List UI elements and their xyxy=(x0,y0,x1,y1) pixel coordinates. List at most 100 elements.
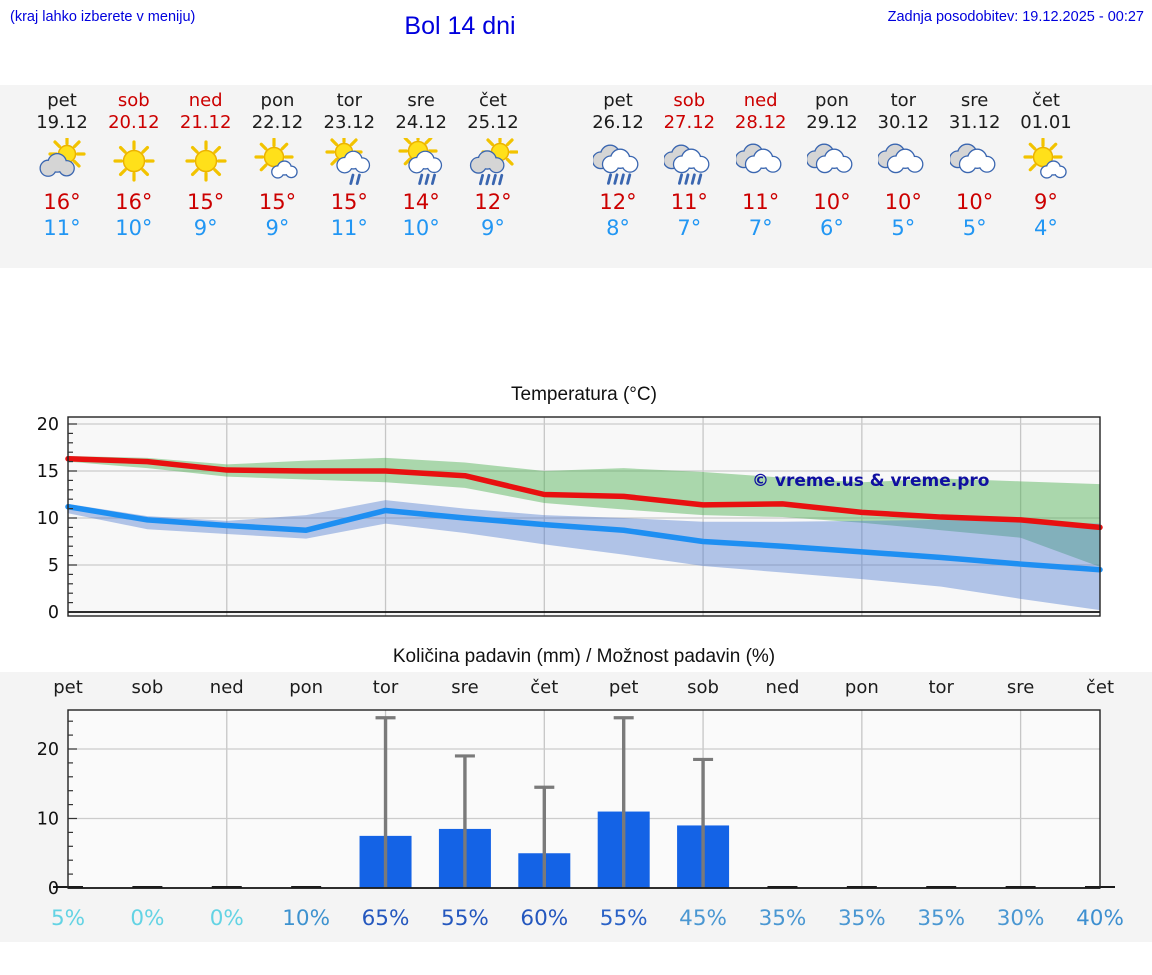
precip-percent-label: 35% xyxy=(838,906,886,931)
day-name: čet xyxy=(478,90,507,111)
precip-percent-label: 55% xyxy=(441,906,489,931)
sun-ray xyxy=(403,157,412,166)
precip-day-label: pet xyxy=(53,677,83,698)
precip-percent-label: 0% xyxy=(210,906,244,931)
precip-trace-bar xyxy=(291,886,322,888)
watermark-text: © vreme.us & vreme.pro xyxy=(752,471,989,491)
min-temp: 4° xyxy=(1034,216,1058,240)
y-axis-label: 0 xyxy=(48,603,59,623)
day-date: 30.12 xyxy=(877,112,930,133)
max-temp: 10° xyxy=(884,190,922,214)
cloudy-icon xyxy=(949,143,996,174)
y-axis-label: 10 xyxy=(37,509,59,529)
max-temp: 11° xyxy=(670,190,708,214)
cloudy-icon xyxy=(735,143,782,174)
day-column: čet 01.01 9° 4° xyxy=(1007,85,1085,241)
sun-ray xyxy=(190,145,199,154)
precip-percent-label: 35% xyxy=(759,906,807,931)
sun-ray xyxy=(403,138,412,145)
precip-percent-label: 30% xyxy=(997,906,1045,931)
temp-line-Tmax xyxy=(65,456,1103,531)
cloud-shape xyxy=(908,157,923,172)
min-temp: 6° xyxy=(820,216,844,240)
sun-ray xyxy=(505,138,514,147)
day-date: 27.12 xyxy=(663,112,716,133)
day-date: 01.01 xyxy=(1020,112,1072,133)
sun-light-rain-icon xyxy=(325,138,371,185)
cloud-shape xyxy=(427,158,441,172)
min-temp: 9° xyxy=(481,216,505,240)
temperature-chart: 0 5 10 15 20 © vreme.us & vreme.pro xyxy=(37,415,1103,623)
sun-ray xyxy=(505,157,514,166)
day-column: pon 29.12 10° 6° xyxy=(793,85,871,241)
min-temp: 9° xyxy=(193,216,218,240)
day-date: 26.12 xyxy=(592,112,644,133)
temperature-chart-title: Temperatura (°C) xyxy=(511,384,657,405)
precip-plot-area xyxy=(68,710,1100,888)
day-column: ned 28.12 11° 7° xyxy=(722,85,800,241)
cloud-shape xyxy=(489,158,504,172)
max-temp: 16° xyxy=(43,190,81,214)
precip-trace-bar xyxy=(1005,886,1036,888)
rain-icon xyxy=(664,144,710,185)
rain-drop xyxy=(697,173,703,185)
max-temp: 9° xyxy=(1034,190,1058,214)
sun-ray xyxy=(72,159,81,168)
precip-percent-label: 40% xyxy=(1076,906,1124,931)
precip-percent-label: 5% xyxy=(51,906,85,931)
y-axis-label: 20 xyxy=(37,740,59,760)
precip-day-label: ned xyxy=(766,677,800,698)
day-date: 31.12 xyxy=(948,112,1001,133)
sun-disc xyxy=(194,149,217,173)
sun-ray xyxy=(330,138,339,147)
min-temp: 5° xyxy=(962,216,987,240)
precip-day-label: čet xyxy=(530,677,558,698)
rain-drop xyxy=(619,173,625,185)
min-temp: 11° xyxy=(43,216,81,240)
y-axis-label: 10 xyxy=(37,810,59,830)
rain-drop xyxy=(684,173,690,185)
max-temp: 14° xyxy=(402,190,440,214)
sun-ray xyxy=(281,142,289,151)
day-name: pon xyxy=(260,90,295,111)
precip-trace-bar xyxy=(846,886,877,888)
sun-disc xyxy=(122,149,146,173)
day-date: 25.12 xyxy=(467,112,519,133)
day-name: pet xyxy=(47,90,77,111)
precip-trace-bar xyxy=(926,886,957,888)
max-temp: 10° xyxy=(956,190,994,214)
day-date: 29.12 xyxy=(806,112,858,133)
forecast-strip: pet 19.12 16° 11° sob 20.12 16° 10° ned 21.12 15° 9… xyxy=(0,85,1152,268)
day-date: 19.12 xyxy=(36,112,88,133)
last-update-label: Zadnja posodobitev: 19.12.2025 - 00:27 xyxy=(887,9,1144,25)
sun-ray xyxy=(260,163,268,172)
precip-day-label: ned xyxy=(210,677,244,698)
mostly-sunny-icon xyxy=(254,138,299,179)
sun-heavy-rain-icon xyxy=(469,138,518,186)
cloud-shape xyxy=(622,157,638,172)
rain-drop xyxy=(498,173,504,186)
y-axis-label: 15 xyxy=(37,462,59,482)
max-temp: 15° xyxy=(258,190,297,214)
precip-percent-label: 10% xyxy=(282,906,330,931)
rain-drop xyxy=(613,173,619,185)
y-axis-label: 20 xyxy=(37,415,59,435)
sun-ray xyxy=(212,145,221,154)
partly-sunny-icon xyxy=(39,138,86,177)
min-temp: 7° xyxy=(677,216,702,240)
day-column: čet 25.12 12° 9° xyxy=(454,85,532,241)
day-date: 22.12 xyxy=(251,112,304,133)
rain-drop xyxy=(691,173,697,185)
sun-rain-icon xyxy=(398,138,443,185)
plot-border xyxy=(67,416,1101,617)
sun-ray xyxy=(53,140,62,149)
rain-drop xyxy=(606,173,613,185)
day-column: tor 30.12 10° 5° xyxy=(864,85,942,241)
location-menu-note: (kraj lahko izberete v meniju) xyxy=(10,9,196,25)
cloudy-icon xyxy=(806,143,853,174)
rain-drop xyxy=(678,173,684,185)
precip-percent-label: 35% xyxy=(917,906,965,931)
day-column: sob 27.12 11° 7° xyxy=(650,85,728,241)
day-column: sre 24.12 14° 10° xyxy=(382,85,460,241)
cloudy-icon xyxy=(878,143,924,174)
